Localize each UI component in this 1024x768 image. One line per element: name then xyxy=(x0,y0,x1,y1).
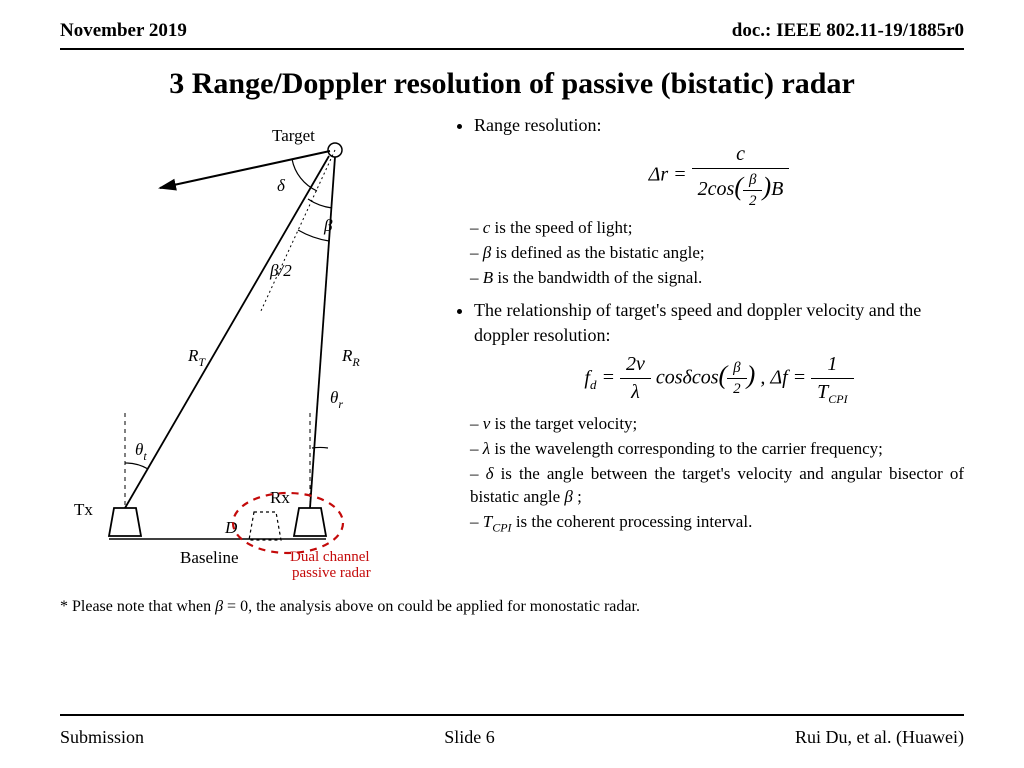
page-title: 3 Range/Doppler resolution of passive (b… xyxy=(60,64,964,103)
target-label: Target xyxy=(272,126,315,145)
rt-label: RT xyxy=(187,346,206,369)
footnote: * Please note that when β = 0, the analy… xyxy=(60,598,964,616)
footer-right: Rui Du, et al. (Huawei) xyxy=(795,727,964,748)
header-rule xyxy=(60,48,964,50)
dual-channel-label-2: passive radar xyxy=(292,565,371,581)
theta-t-label: θt xyxy=(135,440,147,463)
rt-line xyxy=(125,156,329,508)
sub-lambda: λ is the wavelength corresponding to the… xyxy=(470,438,964,461)
tx-label: Tx xyxy=(74,500,93,519)
dual-channel-label-1: Dual channel xyxy=(290,549,370,565)
footer-rule xyxy=(60,714,964,716)
sub-delta: δ is the angle between the target's velo… xyxy=(470,463,964,509)
sub-tcpi: TCPI is the coherent processing interval… xyxy=(470,511,964,536)
header-left: November 2019 xyxy=(60,20,187,42)
formula-doppler: fd = 2vλ cosδcos(β2) , Δf = 1TCPI xyxy=(474,351,964,407)
d-label: D xyxy=(224,518,238,537)
delta-label: δ xyxy=(277,176,286,195)
theta-t-arc xyxy=(125,463,148,469)
theta-r-label: θr xyxy=(330,388,343,411)
bullet-range-resolution: Range resolution: Δr = c 2cos(β2)B xyxy=(474,113,964,211)
header-right: doc.: IEEE 802.11-19/1885r0 xyxy=(732,20,964,42)
footer-left: Submission xyxy=(60,727,144,748)
sub-v: v is the target velocity; xyxy=(470,413,964,436)
tx-antenna-icon xyxy=(109,508,141,536)
formula-range: Δr = c 2cos(β2)B xyxy=(474,141,964,211)
footer-center: Slide 6 xyxy=(444,727,495,748)
delta-arc xyxy=(292,159,317,191)
theta-r-arc xyxy=(312,447,328,448)
text-content: Range resolution: Δr = c 2cos(β2)B c is … xyxy=(450,113,964,588)
rx2-antenna-icon xyxy=(249,512,281,540)
rx-label: Rx xyxy=(270,488,290,507)
rr-line xyxy=(310,157,335,508)
sub-beta: β is defined as the bistatic angle; xyxy=(470,242,964,265)
rr-label: RR xyxy=(341,346,360,369)
rx-antenna-icon xyxy=(294,508,326,536)
baseline-label: Baseline xyxy=(180,548,239,567)
sub-B: B is the bandwidth of the signal. xyxy=(470,267,964,290)
bullet-doppler: The relationship of target's speed and d… xyxy=(474,298,964,407)
beta-label: β xyxy=(323,216,333,235)
bistatic-diagram: Target δ β β/2 RT xyxy=(60,113,440,588)
sub-c: c is the speed of light; xyxy=(470,217,964,240)
beta2-label: β/2 xyxy=(269,261,292,280)
